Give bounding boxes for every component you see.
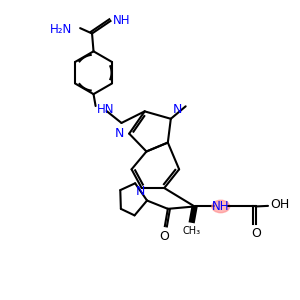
Text: N: N	[172, 103, 182, 116]
Text: N: N	[115, 127, 124, 140]
Text: CH₃: CH₃	[182, 226, 201, 236]
Text: NH: NH	[112, 14, 130, 27]
Text: N: N	[135, 185, 145, 198]
Ellipse shape	[212, 200, 230, 213]
Text: H₂N: H₂N	[50, 22, 72, 35]
Text: O: O	[159, 230, 169, 243]
Text: OH: OH	[270, 199, 289, 212]
Text: O: O	[251, 227, 261, 240]
Text: HN: HN	[97, 103, 115, 116]
Text: NH: NH	[212, 200, 230, 213]
